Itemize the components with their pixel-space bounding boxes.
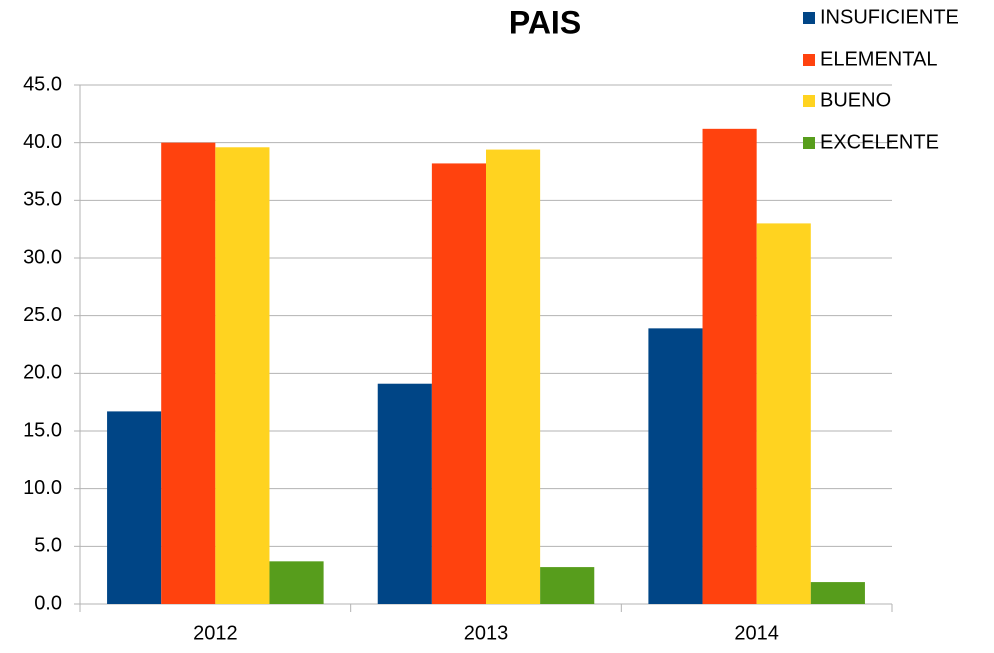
bar [702,128,757,604]
legend-label: BUENO [820,89,891,111]
legend-label: EXCELENTE [820,131,939,153]
legend-swatch [803,137,815,149]
chart-title: PAIS [509,4,581,40]
y-tick-label: 45.0 [23,73,62,95]
x-tick-label: 2012 [193,622,238,644]
bar [431,163,486,604]
y-tick-label: 20.0 [23,362,62,384]
bar [648,328,703,604]
y-tick-label: 35.0 [23,189,62,211]
bar [107,411,162,604]
bar [540,567,595,604]
bar [810,582,865,604]
legend-swatch [803,95,815,107]
y-tick-label: 30.0 [23,246,62,268]
y-tick-label: 5.0 [34,535,62,557]
bar [161,142,216,604]
legend-label: ELEMENTAL [820,48,937,70]
y-tick-label: 25.0 [23,304,62,326]
bar [756,223,811,604]
y-tick-label: 10.0 [23,477,62,499]
y-tick-label: 0.0 [34,592,62,614]
y-tick-label: 15.0 [23,419,62,441]
legend-label: INSUFICIENTE [820,6,959,28]
legend-swatch [803,12,815,24]
y-tick-label: 40.0 [23,131,62,153]
bar [215,147,270,604]
x-tick-label: 2013 [464,622,509,644]
bar [269,561,324,604]
bar [377,383,432,604]
bar [486,149,541,604]
legend-swatch [803,54,815,66]
x-tick-label: 2014 [734,622,779,644]
